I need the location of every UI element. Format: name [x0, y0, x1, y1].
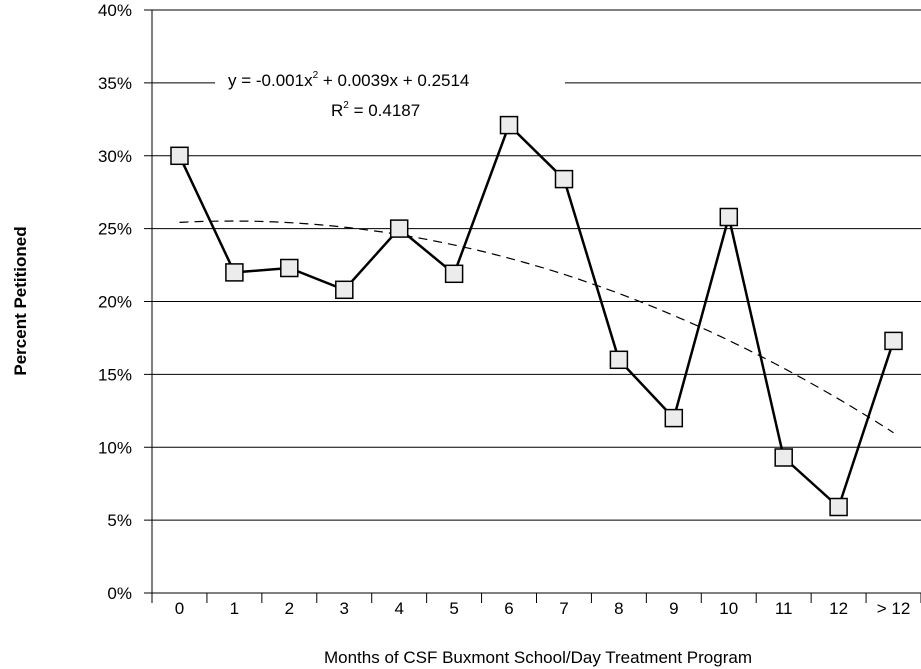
data-point: [664, 408, 684, 428]
x-tick-label: 7: [559, 599, 568, 618]
data-point: [884, 331, 903, 351]
axes: [151, 10, 921, 603]
r2-part-1: R: [331, 101, 343, 120]
data-point: [829, 497, 848, 517]
x-tick-label: 5: [449, 599, 458, 618]
x-tick-label: 6: [504, 599, 513, 618]
x-tick-label: 9: [669, 599, 678, 618]
gridlines: [144, 9, 921, 594]
x-tick-label: 3: [340, 599, 349, 618]
trendline-equation: y = -0.001x2 + 0.0039x + 0.2514: [228, 70, 469, 90]
data-point: [609, 350, 629, 370]
x-tick-labels: 0 1 2 3 4 5 6 7 8 9 10 11 12 > 12: [175, 599, 911, 618]
y-tick-label: 10%: [98, 438, 132, 457]
x-tick-label: 4: [394, 599, 403, 618]
data-point: [170, 146, 189, 166]
data-point: [335, 280, 354, 300]
x-tick-label: 12: [829, 599, 848, 618]
y-tick-label: 5%: [107, 511, 132, 530]
y-tick-labels: 0% 5% 10% 15% 20% 25% 30% 35% 40%: [98, 1, 132, 603]
equation-part-1: y = -0.001x: [228, 71, 313, 90]
data-point: [280, 258, 299, 278]
x-tick-label: > 12: [877, 599, 911, 618]
y-tick-label: 30%: [98, 147, 132, 166]
data-point: [719, 207, 739, 227]
y-tick-label: 20%: [98, 293, 132, 312]
r-squared-label: R2 = 0.4187: [331, 100, 420, 120]
x-tick-label: 0: [175, 599, 184, 618]
x-axis-title: Months of CSF Buxmont School/Day Treatme…: [324, 648, 752, 667]
x-tick-label: 10: [719, 599, 738, 618]
equation-exponent: 2: [313, 70, 319, 81]
x-tick-label: 2: [285, 599, 294, 618]
y-tick-label: 15%: [98, 365, 132, 384]
data-point: [389, 219, 409, 238]
equation-part-2: + 0.0039x + 0.2514: [318, 71, 469, 90]
r2-exponent: 2: [343, 100, 349, 111]
x-tick-label: 1: [230, 599, 239, 618]
data-markers: [170, 115, 903, 517]
y-tick-label: 25%: [98, 220, 132, 239]
trendline: [179, 220, 894, 434]
data-point: [225, 263, 244, 282]
data-point: [554, 169, 574, 189]
y-tick-label: 0%: [107, 584, 132, 603]
data-point: [499, 115, 519, 135]
y-axis-title: Percent Petitioned: [11, 226, 30, 375]
r2-part-2: = 0.4187: [349, 101, 420, 120]
x-tick-label: 11: [775, 599, 793, 618]
equation-background: [215, 68, 565, 92]
data-point: [774, 448, 793, 467]
y-tick-label: 40%: [98, 1, 132, 20]
y-tick-label: 35%: [98, 74, 132, 93]
data-point: [444, 264, 464, 284]
x-tick-label: 8: [614, 599, 623, 618]
